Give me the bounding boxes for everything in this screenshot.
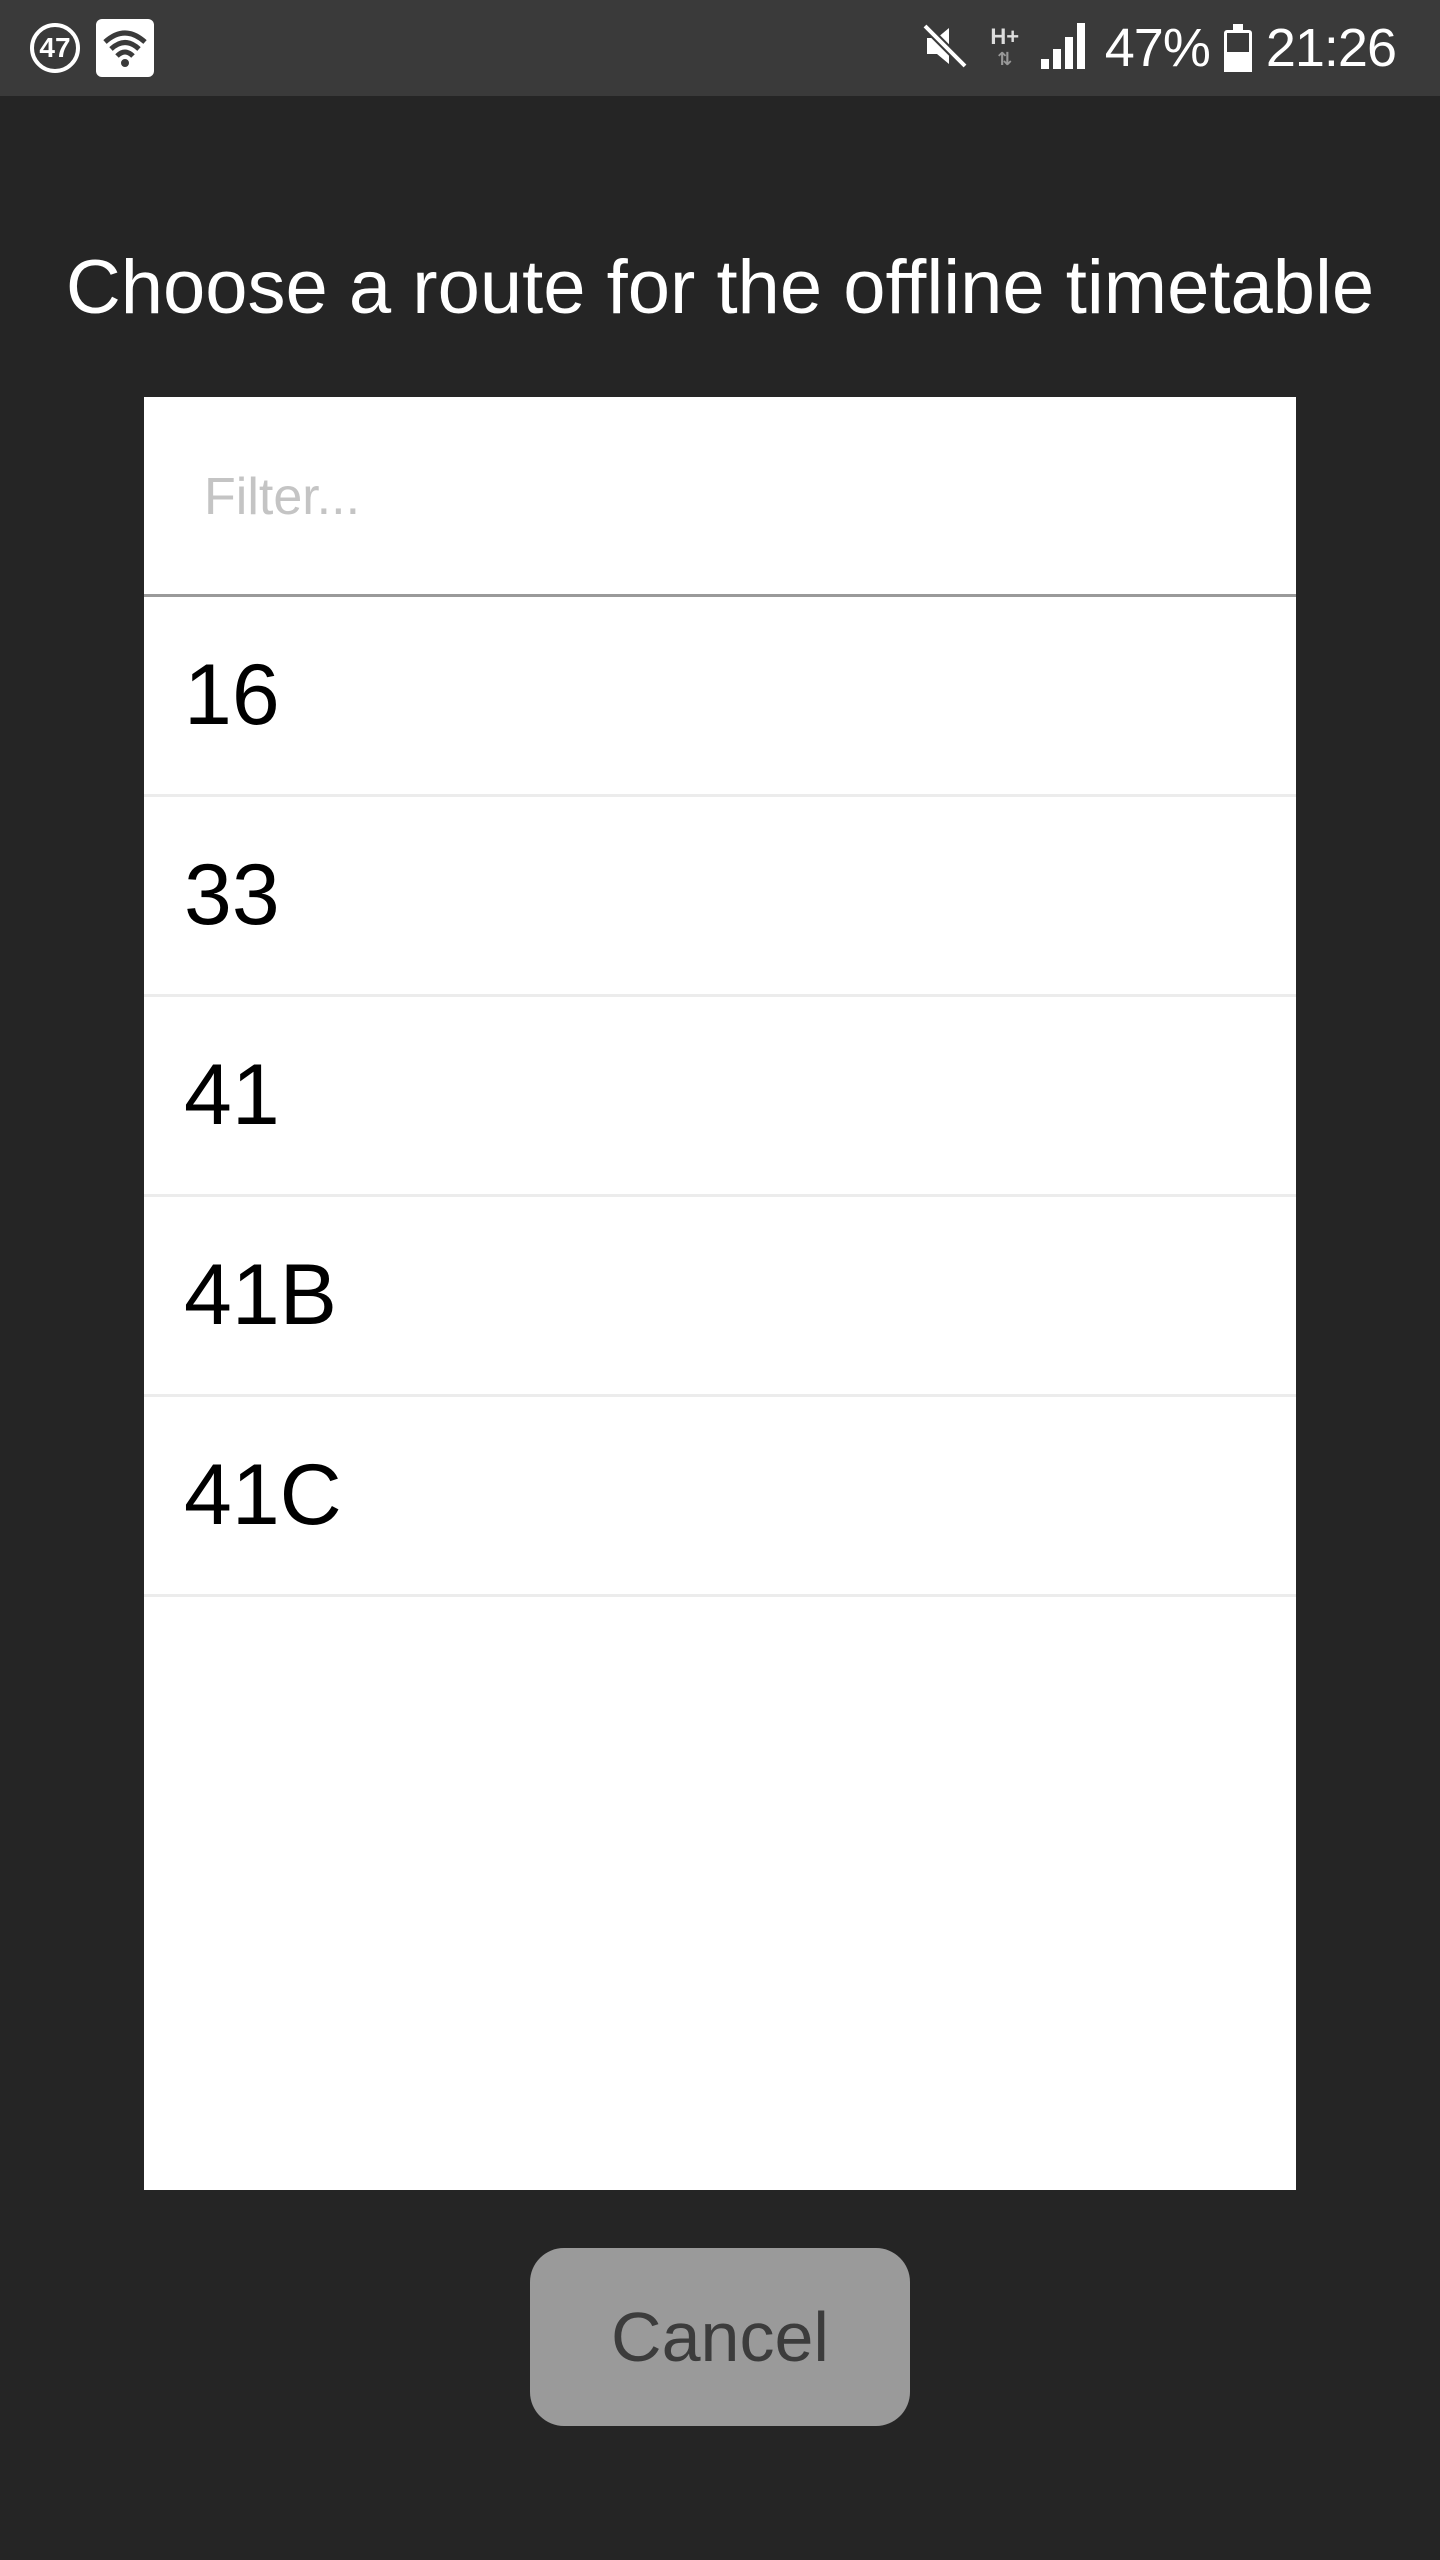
route-item-41[interactable]: 41 [144,997,1296,1197]
route-item-41c[interactable]: 41C [144,1397,1296,1597]
volume-muted-icon [919,20,971,77]
route-label: 41C [184,1447,342,1543]
route-list-panel: 16 33 41 41B 41C [144,397,1296,2190]
status-bar: 47 H+ ⇅ [0,0,1440,96]
battery-cap [1232,24,1243,31]
battery-fill [1223,52,1252,72]
route-label: 33 [184,847,280,943]
data-arrows-icon: ⇅ [997,49,1013,69]
clock: 21:26 [1265,18,1397,78]
route-list: 16 33 41 41B 41C [144,597,1296,1597]
cancel-button[interactable]: Cancel [530,2248,910,2426]
battery-icon [1223,24,1252,72]
route-label: 41B [184,1247,338,1343]
route-item-33[interactable]: 33 [144,797,1296,997]
filter-field [144,397,1296,597]
signal-strength-icon [1039,21,1091,76]
network-type-indicator: H+ ⇅ [985,26,1025,70]
network-type-label: H+ [990,24,1020,49]
route-label: 41 [184,1047,280,1143]
filter-input[interactable] [204,447,1244,547]
route-label: 16 [184,647,280,743]
status-right: H+ ⇅ 47% 21:26 [919,14,1397,82]
notification-count: 47 [39,32,71,63]
battery-percent: 47% [1104,18,1211,78]
wifi-icon [96,19,154,77]
dialog-title: Choose a route for the offline timetable [65,245,1375,330]
route-item-41b[interactable]: 41B [144,1197,1296,1397]
route-item-16[interactable]: 16 [144,597,1296,797]
notification-count-badge: 47 [30,23,80,73]
status-left: 47 [30,18,154,78]
